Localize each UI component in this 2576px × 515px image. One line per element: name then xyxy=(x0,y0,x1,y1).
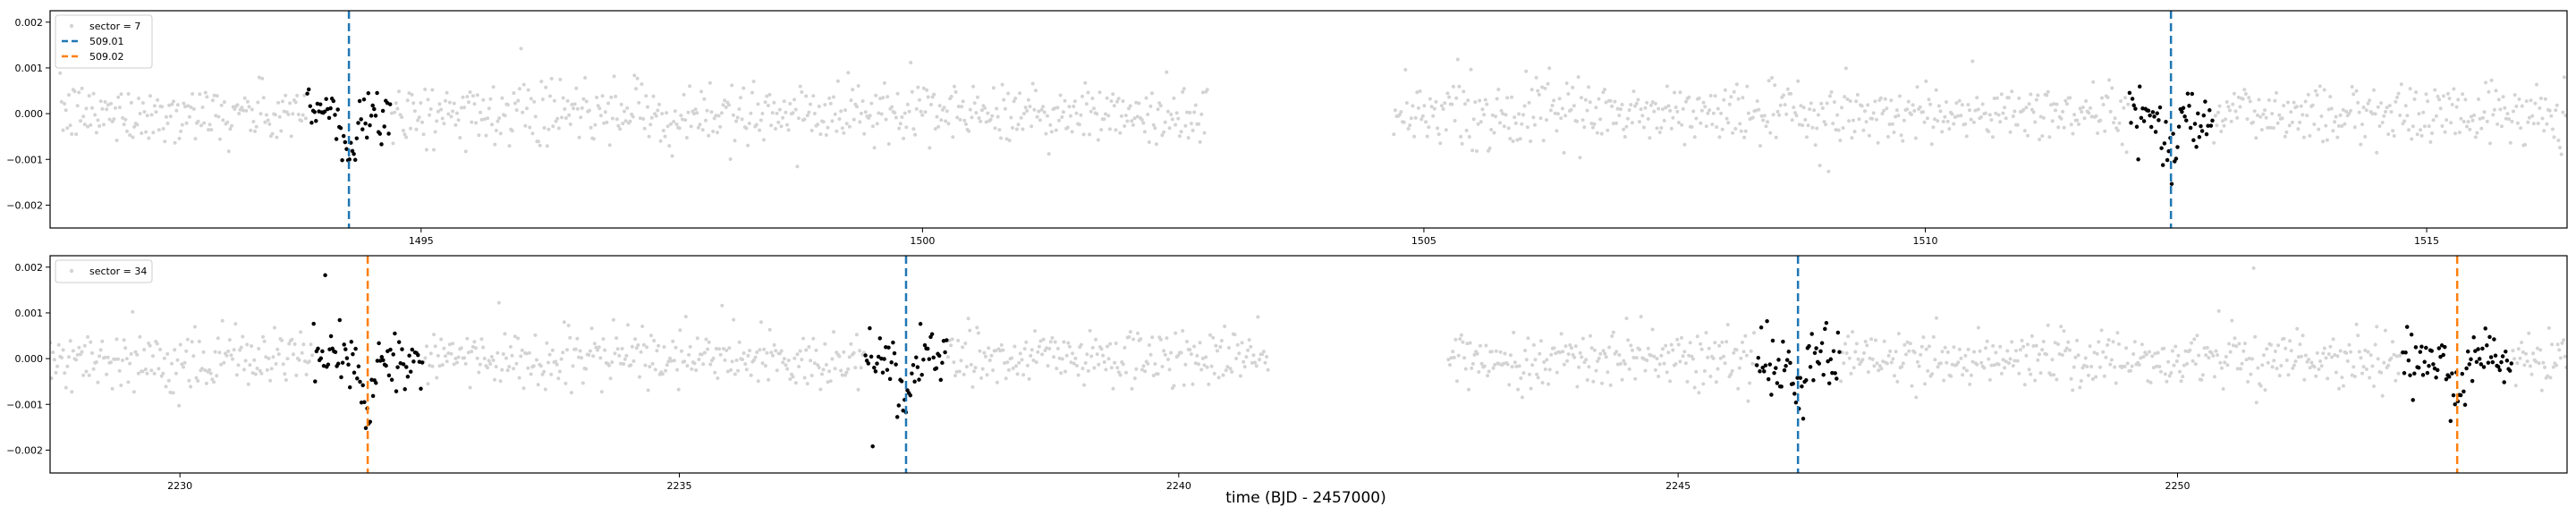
x-tick-label: 2245 xyxy=(1665,480,1690,492)
legend-label: sector = 34 xyxy=(89,266,147,277)
x-tick-label: 1515 xyxy=(2414,235,2439,247)
x-tick-label: 1495 xyxy=(409,235,434,247)
y-tick-label: 0.002 xyxy=(15,262,44,274)
x-tick-label: 2230 xyxy=(167,480,192,492)
x-tick-label: 2250 xyxy=(2165,480,2190,492)
y-tick-label: 0.001 xyxy=(15,63,44,74)
plot-area xyxy=(50,256,2567,473)
axes-frame xyxy=(49,255,2568,474)
x-tick-label: 1505 xyxy=(1411,235,1436,247)
legend-label: sector = 7 xyxy=(89,21,140,32)
background-points xyxy=(58,46,2567,173)
y-tick-label: 0.002 xyxy=(15,17,44,29)
panel-bottom: 2230 2235 2240 2245 2250 −0.002 −0.001 0.000 0.0… xyxy=(6,255,2568,492)
y-tick-label: −0.001 xyxy=(6,154,43,165)
legend: sector = 7 509.01 509.02 xyxy=(55,14,153,69)
plot-area xyxy=(58,11,2567,228)
x-tick-label: 2235 xyxy=(667,480,692,492)
in-transit-points xyxy=(311,273,2514,449)
legend-frame xyxy=(55,14,153,69)
axes-frame xyxy=(49,10,2568,229)
x-tick-label: 1500 xyxy=(910,235,935,247)
x-axis-label: time (BJD - 2457000) xyxy=(1225,489,1386,507)
legend: sector = 34 xyxy=(55,259,153,283)
y-tick-label: 0.000 xyxy=(15,353,44,365)
y-tick-label: 0.000 xyxy=(15,108,44,120)
y-tick-label: 0.001 xyxy=(15,308,44,319)
panel-top: 1495 1500 1505 1510 1515 −0.002 −0.001 0.000 0.0… xyxy=(6,10,2568,247)
y-tick-label: −0.002 xyxy=(6,444,43,456)
x-tick-label: 1510 xyxy=(1912,235,1937,247)
background-points xyxy=(50,266,2567,408)
legend-frame xyxy=(55,259,153,283)
legend-marker xyxy=(69,23,74,29)
legend-marker xyxy=(69,268,74,274)
x-tick-label: 2240 xyxy=(1166,480,1191,492)
in-transit-points xyxy=(305,84,2215,186)
legend-label: 509.02 xyxy=(89,51,124,63)
y-tick-label: −0.002 xyxy=(6,199,43,211)
y-tick-label: −0.001 xyxy=(6,399,43,410)
legend-label: 509.01 xyxy=(89,36,124,47)
